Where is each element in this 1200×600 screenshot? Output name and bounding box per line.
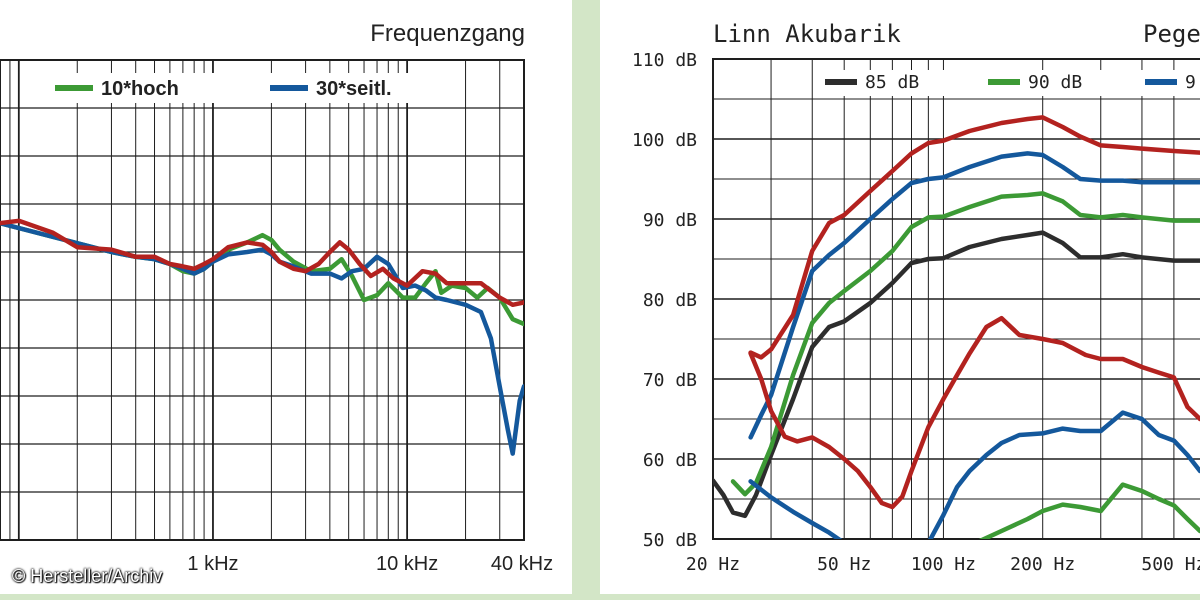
chart-grid (712, 58, 1200, 540)
chart-title: Frequenzgang (370, 20, 525, 47)
chart-x-ticks: 1 kHz 10 kHz 40 kHz (187, 553, 553, 575)
legend-entry: 85 dB (825, 72, 919, 93)
series-line-1 (0, 220, 524, 327)
plot-frame (0, 59, 525, 541)
y-tick-label: 80 dB (643, 290, 697, 311)
y-tick-label: 70 dB (643, 370, 697, 391)
x-tick-label: 40 kHz (491, 553, 553, 575)
x-tick-label: 20 Hz (686, 554, 740, 575)
legend-label: 85 dB (865, 72, 919, 93)
y-tick-label: 60 dB (643, 450, 697, 471)
series-line-5 (748, 315, 1200, 510)
legend-background (45, 73, 450, 103)
x-tick-label: 500 Hz (1141, 554, 1200, 575)
legend-entry: 30*seitl. (270, 78, 392, 100)
y-tick-label: 90 dB (643, 210, 697, 231)
chart-x-ticks: 20 Hz 50 Hz 100 Hz 200 Hz 500 Hz (686, 554, 1200, 575)
level-response-chart: 50 dB 60 dB 70 dB 80 dB 90 dB 100 dB 110 dB 20… (632, 20, 1200, 575)
series-line-3 (748, 151, 1200, 440)
legend-label: 90 dB (1028, 72, 1082, 93)
series-line-2 (730, 191, 1200, 497)
right-chart-panel: 50 dB 60 dB 70 dB 80 dB 90 dB 100 dB 110 dB 20… (600, 0, 1200, 594)
chart-title-right: Pege (1143, 20, 1200, 48)
legend-label: 30*seitl. (316, 78, 392, 100)
x-tick-label: 200 Hz (1010, 554, 1075, 575)
legend-entry: 10*hoch (55, 78, 179, 100)
y-tick-label: 100 dB (632, 130, 697, 151)
chart-y-ticks: 50 dB 60 dB 70 dB 80 dB 90 dB 100 dB 110 dB (632, 50, 697, 551)
chart-legend: 85 dB 90 dB 9 (825, 72, 1196, 93)
series-line-7 (978, 482, 1200, 539)
left-chart-panel: 1 kHz 10 kHz 40 kHz 10*hoch 30*seitl. Frequ… (0, 0, 572, 594)
legend-label: 10*hoch (101, 78, 179, 100)
legend-entry: 90 dB (988, 72, 1082, 93)
series-line-2 (0, 220, 524, 456)
x-tick-label: 1 kHz (187, 553, 238, 575)
copyright-notice: © Hersteller/Archiv (12, 566, 163, 586)
legend-entry: 9 (1145, 72, 1196, 93)
y-tick-label: 110 dB (632, 50, 697, 71)
x-tick-label: 10 kHz (376, 553, 438, 575)
y-tick-label: 50 dB (643, 530, 697, 551)
chart-legend: 10*hoch 30*seitl. (55, 78, 392, 100)
chart-series-lines (0, 218, 524, 456)
chart-series-lines (713, 115, 1200, 539)
chart-title: Linn Akubarik (713, 20, 901, 48)
series-line-3 (0, 218, 524, 308)
x-tick-label: 50 Hz (817, 554, 871, 575)
frequency-response-chart: 1 kHz 10 kHz 40 kHz 10*hoch 30*seitl. Frequ… (0, 20, 553, 575)
legend-label: 9 (1185, 72, 1196, 93)
plot-frame (712, 58, 1200, 540)
x-tick-label: 100 Hz (911, 554, 976, 575)
series-line-6 (748, 410, 1200, 539)
series-line-4 (748, 115, 1200, 360)
